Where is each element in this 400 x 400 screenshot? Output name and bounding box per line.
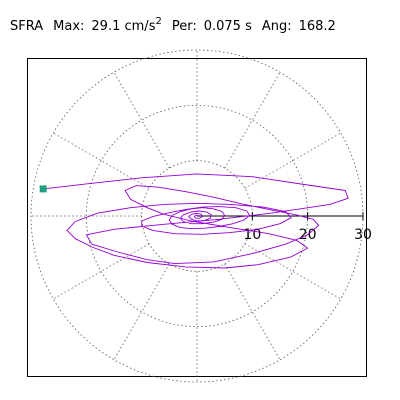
radial-tick-label-10: 10	[243, 227, 261, 243]
angle-label: Ang:	[261, 19, 292, 34]
radial-tick-label-30: 30	[354, 227, 372, 243]
start-marker-group	[39, 185, 47, 193]
grid-spoke-120	[113, 72, 170, 169]
trajectory	[43, 173, 349, 269]
grid-spoke-210	[53, 243, 150, 300]
max-unit-exponent: 2	[155, 16, 162, 27]
max-unit: cm/s	[124, 19, 156, 34]
grid-spoke-60	[224, 72, 281, 169]
grid-spoke-30	[244, 132, 341, 189]
radial-axis: 10 20 30	[197, 212, 372, 243]
grid-spoke-300	[224, 263, 281, 360]
trajectory-series-0	[43, 173, 349, 269]
grid-spoke-150	[53, 132, 150, 189]
max-label: Max:	[53, 19, 85, 34]
max-value: 29.1	[91, 19, 121, 34]
angle-value: 168.2	[298, 19, 336, 34]
period-value: 0.075 s	[203, 19, 252, 34]
grid-spoke-330	[244, 243, 341, 300]
chart-title: SFRA Max: 29.1 cm/s2 Per: 0.075 s Ang: 168.2	[10, 16, 336, 34]
period-label: Per:	[171, 19, 197, 34]
start-marker	[39, 185, 47, 193]
grid-spoke-240	[113, 263, 170, 360]
record-name: SFRA	[10, 19, 44, 34]
